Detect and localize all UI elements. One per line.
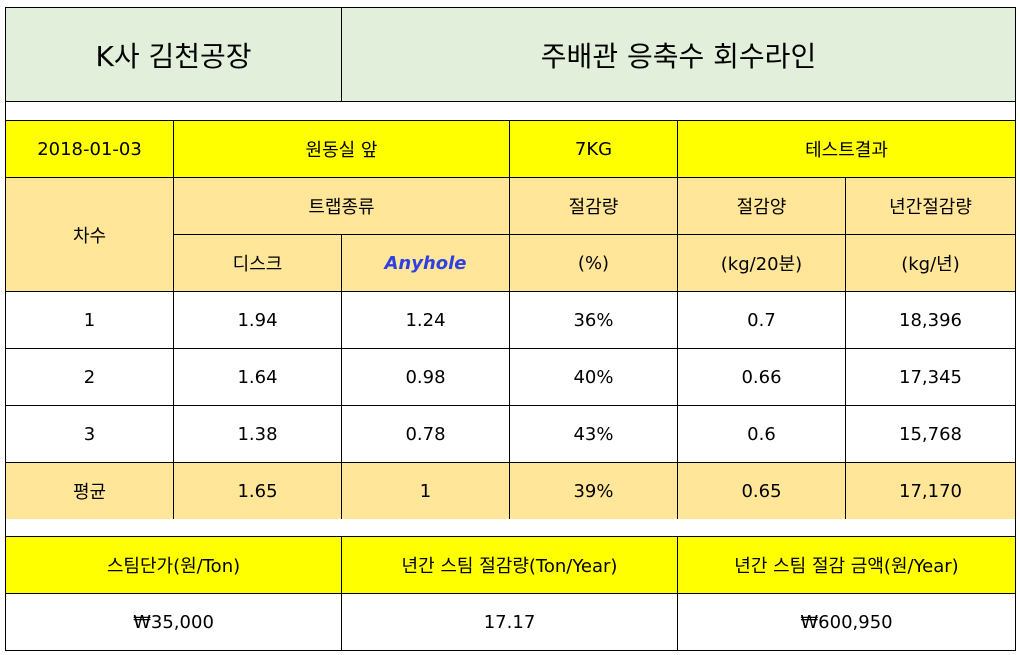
row-round: 1 (5, 291, 174, 349)
steam-price-label: 스팀단가(원/Ton) (5, 536, 342, 594)
average-row: 평균 1.65 1 39% 0.65 17,170 (5, 462, 1016, 520)
table-row: 2 1.64 0.98 40% 0.66 17,345 (5, 348, 1016, 406)
row-anyhole: 1.24 (341, 291, 510, 349)
col-disc: 디스크 (173, 234, 342, 292)
avg-disc: 1.65 (173, 462, 342, 520)
annual-saving-amount-label: 년간 스팀 절감 금액(원/Year) (677, 536, 1016, 594)
avg-amount: 0.65 (677, 462, 846, 520)
row-amount: 0.66 (677, 348, 846, 406)
row-amount: 0.6 (677, 405, 846, 463)
test-result-table: 2018-01-03 원동실 앞 7KG 테스트결과 차수 트랩종류 절감량 절… (5, 120, 1016, 520)
col-round: 차수 (5, 177, 174, 292)
company-title: K사 김천공장 (5, 7, 342, 102)
test-result-label: 테스트결과 (677, 120, 1016, 178)
row-rate: 43% (509, 405, 678, 463)
avg-annual: 17,170 (845, 462, 1016, 520)
col-anyhole: Anyhole (341, 234, 510, 292)
summary-header-row: 스팀단가(원/Ton) 년간 스팀 절감량(Ton/Year) 년간 스팀 절감… (5, 536, 1016, 594)
annual-steam-saving-label: 년간 스팀 절감량(Ton/Year) (341, 536, 678, 594)
row-disc: 1.64 (173, 348, 342, 406)
row-annual: 18,396 (845, 291, 1016, 349)
row-amount: 0.7 (677, 291, 846, 349)
annual-steam-saving-value: 17.17 (341, 593, 678, 651)
annual-saving-amount-value: ₩600,950 (677, 593, 1016, 651)
col-annual-saving: 년간절감량 (845, 177, 1016, 235)
row-rate: 36% (509, 291, 678, 349)
row-rate: 40% (509, 348, 678, 406)
steam-price-value: ₩35,000 (5, 593, 342, 651)
line-title: 주배관 응축수 회수라인 (341, 7, 1016, 102)
summary-table: 스팀단가(원/Ton) 년간 스팀 절감량(Ton/Year) 년간 스팀 절감… (5, 536, 1016, 651)
test-location: 원동실 앞 (173, 120, 510, 178)
row-round: 2 (5, 348, 174, 406)
row-disc: 1.38 (173, 405, 342, 463)
col-saving-amount: 절감양 (677, 177, 846, 235)
spacer (5, 519, 1016, 536)
col-saving-rate-unit: (%) (509, 234, 678, 292)
col-trap-type: 트랩종류 (173, 177, 510, 235)
table-row: 3 1.38 0.78 43% 0.6 15,768 (5, 405, 1016, 463)
summary-value-row: ₩35,000 17.17 ₩600,950 (5, 593, 1016, 651)
avg-label: 평균 (5, 462, 174, 520)
row-disc: 1.94 (173, 291, 342, 349)
test-date: 2018-01-03 (5, 120, 174, 178)
info-row: 2018-01-03 원동실 앞 7KG 테스트결과 (5, 120, 1016, 178)
title-table: K사 김천공장 주배관 응축수 회수라인 (5, 7, 1016, 102)
row-anyhole: 0.78 (341, 405, 510, 463)
row-round: 3 (5, 405, 174, 463)
spacer (5, 102, 1016, 120)
col-saving-rate: 절감량 (509, 177, 678, 235)
header-row-2: 디스크 Anyhole (%) (kg/20분) (kg/년) (6, 234, 1016, 292)
avg-rate: 39% (509, 462, 678, 520)
table-row: 1 1.94 1.24 36% 0.7 18,396 (5, 291, 1016, 349)
col-saving-amount-unit: (kg/20분) (677, 234, 846, 292)
row-anyhole: 0.98 (341, 348, 510, 406)
row-annual: 17,345 (845, 348, 1016, 406)
avg-anyhole: 1 (341, 462, 510, 520)
header-row-1: 차수 트랩종류 절감량 절감양 년간절감량 (5, 177, 1016, 292)
test-pressure: 7KG (509, 120, 678, 178)
row-annual: 15,768 (845, 405, 1016, 463)
col-annual-saving-unit: (kg/년) (845, 234, 1016, 292)
